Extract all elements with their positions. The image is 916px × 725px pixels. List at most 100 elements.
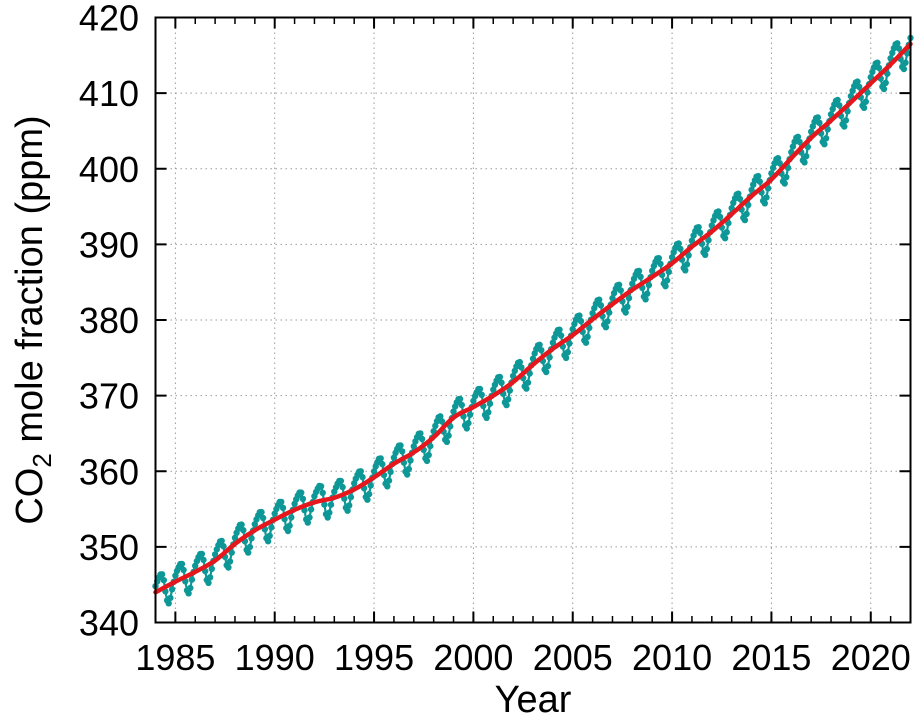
seasonal-data-point bbox=[211, 551, 219, 558]
seasonal-data-point bbox=[677, 245, 684, 253]
seasonal-data-point bbox=[900, 65, 908, 73]
seasonal-data-point bbox=[776, 160, 783, 167]
seasonal-data-point bbox=[756, 178, 763, 185]
y-axis-label: CO2 mole fraction (ppm) bbox=[9, 115, 57, 524]
seasonal-data-point bbox=[827, 111, 835, 118]
y-tick-label: 350 bbox=[79, 527, 139, 568]
seasonal-data-point bbox=[298, 489, 305, 496]
seasonal-data-point bbox=[463, 425, 470, 432]
seasonal-data-point bbox=[702, 251, 709, 258]
y-axis-label-suffix: mole fraction (ppm) bbox=[9, 115, 51, 453]
seasonal-data-point bbox=[822, 135, 830, 142]
x-tick-label: 2010 bbox=[632, 637, 712, 678]
seasonal-data-point bbox=[385, 477, 393, 484]
seasonal-data-point bbox=[208, 565, 215, 572]
seasonal-data-point bbox=[478, 391, 485, 398]
seasonal-data-point bbox=[668, 254, 676, 261]
seasonal-data-point bbox=[200, 556, 207, 564]
seasonal-data-point bbox=[206, 574, 214, 581]
seasonal-data-point bbox=[427, 442, 434, 450]
seasonal-series bbox=[152, 34, 914, 607]
seasonal-data-point bbox=[347, 493, 355, 501]
seasonal-data-point bbox=[536, 341, 543, 348]
seasonal-data-point bbox=[306, 514, 313, 521]
seasonal-data-point bbox=[801, 159, 808, 166]
seasonal-data-point bbox=[703, 245, 710, 253]
seasonal-data-point bbox=[364, 496, 371, 503]
seasonal-data-point bbox=[458, 401, 465, 409]
seasonal-data-point bbox=[496, 373, 504, 381]
seasonal-data-point bbox=[367, 482, 374, 489]
seasonal-data-point bbox=[317, 483, 325, 490]
seasonal-data-point bbox=[842, 117, 850, 124]
seasonal-data-point bbox=[231, 534, 239, 541]
x-tick-label: 2020 bbox=[831, 637, 911, 678]
seasonal-data-point bbox=[476, 385, 484, 393]
seasonal-data-point bbox=[516, 358, 523, 366]
seasonal-data-point bbox=[723, 229, 730, 236]
seasonal-data-point bbox=[278, 498, 285, 506]
seasonal-data-point bbox=[220, 543, 227, 550]
seasonal-data-point bbox=[498, 379, 505, 386]
seasonal-data-point bbox=[251, 521, 258, 528]
seasonal-data-point bbox=[755, 172, 762, 180]
seasonal-data-point bbox=[379, 460, 386, 468]
seasonal-data-point bbox=[644, 290, 651, 297]
x-tick-label: 2015 bbox=[731, 637, 811, 678]
seasonal-data-point bbox=[288, 514, 295, 521]
y-tick-label: 400 bbox=[79, 149, 139, 190]
seasonal-data-point bbox=[642, 296, 649, 303]
seasonal-data-point bbox=[365, 490, 373, 498]
seasonal-data-point bbox=[346, 502, 353, 509]
seasonal-data-point bbox=[557, 332, 565, 339]
seasonal-data-point bbox=[637, 273, 644, 280]
seasonal-data-point bbox=[359, 473, 366, 481]
seasonal-data-point bbox=[258, 508, 265, 516]
seasonal-data-point bbox=[705, 237, 712, 244]
seasonal-data-point bbox=[796, 138, 803, 146]
seasonal-data-point bbox=[180, 566, 187, 574]
seasonal-data-point bbox=[404, 471, 411, 478]
seasonal-data-point bbox=[264, 538, 272, 545]
seasonal-data-point bbox=[443, 438, 451, 445]
seasonal-data-point bbox=[569, 325, 576, 333]
seasonal-data-point bbox=[240, 527, 247, 534]
seasonal-data-point bbox=[246, 543, 254, 551]
seasonal-data-point bbox=[544, 362, 552, 370]
seasonal-data-point bbox=[803, 153, 810, 160]
seasonal-data-point bbox=[425, 451, 432, 459]
seasonal-data-point bbox=[736, 195, 744, 203]
seasonal-data-point bbox=[854, 78, 861, 85]
seasonal-data-point bbox=[606, 309, 613, 316]
seasonal-data-point bbox=[735, 190, 742, 197]
seasonal-data-point bbox=[205, 579, 212, 587]
seasonal-data-point bbox=[326, 509, 333, 516]
seasonal-data-point bbox=[483, 414, 490, 421]
seasonal-data-point bbox=[814, 114, 821, 121]
seasonal-data-point bbox=[629, 280, 636, 287]
axis-frame-and-ticks bbox=[154, 16, 912, 624]
seasonal-data-point bbox=[218, 537, 225, 545]
seasonal-data-point bbox=[390, 454, 398, 461]
seasonal-data-point bbox=[894, 40, 901, 47]
seasonal-data-point bbox=[160, 577, 167, 584]
seasonal-data-point bbox=[721, 235, 729, 242]
seasonal-data-point bbox=[410, 443, 417, 450]
seasonal-data-point bbox=[856, 83, 863, 91]
seasonal-data-point bbox=[682, 267, 689, 274]
seasonal-data-point bbox=[543, 368, 550, 376]
seasonal-data-point bbox=[604, 318, 611, 325]
seasonal-data-point bbox=[486, 400, 494, 407]
seasonal-data-point bbox=[327, 501, 335, 508]
seasonal-data-point bbox=[397, 442, 404, 449]
seasonal-data-point bbox=[284, 527, 292, 535]
seasonal-data-point bbox=[198, 550, 206, 558]
seasonal-data-point bbox=[695, 224, 702, 231]
seasonal-data-point bbox=[279, 504, 287, 511]
y-tick-label: 410 bbox=[79, 73, 139, 114]
seasonal-data-point bbox=[509, 372, 517, 380]
seasonal-data-point bbox=[665, 268, 672, 275]
seasonal-data-point bbox=[168, 586, 176, 593]
seasonal-data-point bbox=[556, 326, 563, 333]
